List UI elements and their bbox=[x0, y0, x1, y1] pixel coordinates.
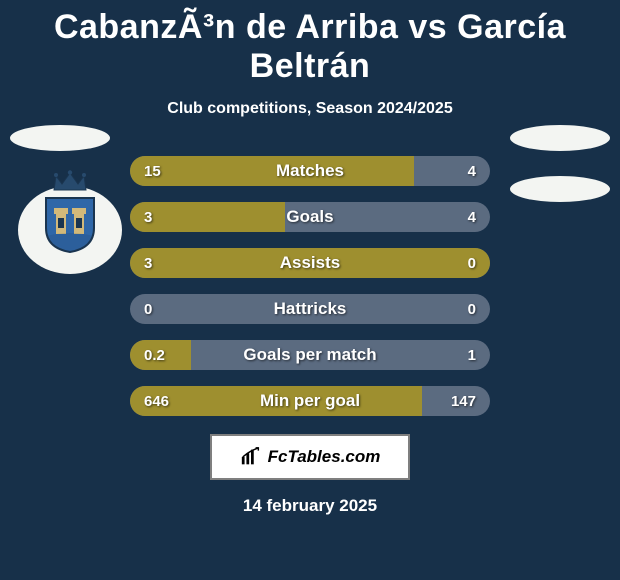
stat-row: Min per goal646147 bbox=[130, 386, 490, 416]
stat-right-value: 4 bbox=[468, 202, 476, 232]
stat-left-segment bbox=[130, 248, 490, 278]
stat-row: Hattricks0 0 bbox=[130, 294, 490, 324]
source-logo-icon bbox=[240, 446, 262, 468]
stat-label: Hattricks bbox=[130, 294, 490, 324]
stat-row: Goals per match0.21 bbox=[130, 340, 490, 370]
stat-left-value: 0 bbox=[144, 294, 152, 324]
source-badge[interactable]: FcTables.com bbox=[210, 434, 410, 480]
stat-row: Goals34 bbox=[130, 202, 490, 232]
stat-right-value: 0 bbox=[468, 294, 476, 324]
page-title: CabanzÃ³n de Arriba vs García Beltrán bbox=[0, 0, 620, 86]
source-label: FcTables.com bbox=[268, 447, 381, 467]
subtitle: Club competitions, Season 2024/2025 bbox=[0, 100, 620, 118]
stat-right-value: 1 bbox=[468, 340, 476, 370]
stat-right-value: 4 bbox=[468, 156, 476, 186]
date-label: 14 february 2025 bbox=[0, 496, 620, 516]
stat-right-value: 147 bbox=[451, 386, 476, 416]
stat-left-segment bbox=[130, 156, 414, 186]
player-left-placeholder-icon bbox=[10, 125, 110, 151]
stat-left-segment bbox=[130, 202, 285, 232]
stat-row: Matches154 bbox=[130, 156, 490, 186]
player-right-placeholder-1-icon bbox=[510, 125, 610, 151]
stat-left-segment bbox=[130, 340, 191, 370]
stats-bars: Matches154 Goals34 Assists30 Hattricks0 0 Goa… bbox=[130, 156, 490, 416]
stat-row: Assists30 bbox=[130, 248, 490, 278]
stat-left-segment bbox=[130, 386, 422, 416]
